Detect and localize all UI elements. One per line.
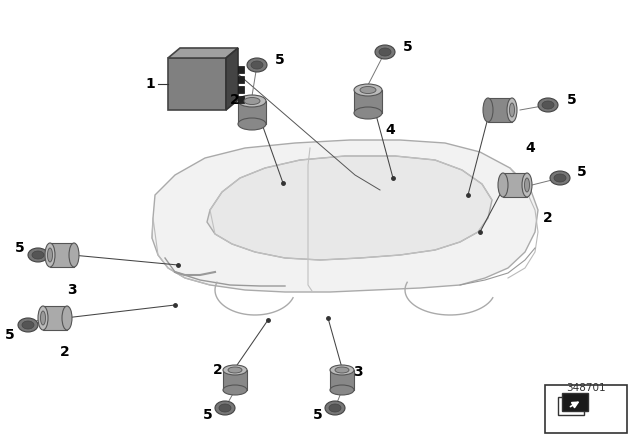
Ellipse shape: [238, 95, 266, 107]
FancyBboxPatch shape: [545, 385, 627, 433]
Ellipse shape: [498, 173, 508, 197]
Polygon shape: [330, 370, 354, 390]
FancyBboxPatch shape: [238, 76, 244, 83]
Ellipse shape: [335, 367, 349, 373]
Text: 2: 2: [60, 345, 70, 359]
FancyBboxPatch shape: [238, 66, 244, 73]
Ellipse shape: [251, 61, 263, 69]
Ellipse shape: [329, 404, 341, 412]
Ellipse shape: [522, 173, 532, 197]
FancyBboxPatch shape: [238, 96, 244, 103]
Ellipse shape: [354, 107, 382, 119]
Ellipse shape: [244, 98, 260, 104]
Ellipse shape: [219, 404, 231, 412]
Text: 4: 4: [385, 123, 395, 137]
Polygon shape: [168, 48, 238, 58]
Text: 5: 5: [275, 53, 285, 67]
Ellipse shape: [375, 45, 395, 59]
Ellipse shape: [40, 311, 45, 325]
Polygon shape: [226, 48, 238, 110]
Text: 5: 5: [567, 93, 577, 107]
Ellipse shape: [22, 321, 34, 329]
Ellipse shape: [330, 385, 354, 395]
Ellipse shape: [223, 385, 247, 395]
Ellipse shape: [325, 401, 345, 415]
Ellipse shape: [38, 306, 48, 330]
Ellipse shape: [379, 48, 391, 56]
Ellipse shape: [538, 98, 558, 112]
Text: 2: 2: [213, 363, 223, 377]
FancyBboxPatch shape: [238, 86, 244, 93]
Text: 5: 5: [313, 408, 323, 422]
Ellipse shape: [483, 98, 493, 122]
Ellipse shape: [45, 243, 55, 267]
Polygon shape: [43, 306, 67, 330]
Ellipse shape: [509, 103, 515, 117]
Polygon shape: [152, 140, 538, 292]
Ellipse shape: [554, 174, 566, 182]
Polygon shape: [207, 156, 492, 260]
Ellipse shape: [18, 318, 38, 332]
Ellipse shape: [247, 58, 267, 72]
Ellipse shape: [525, 178, 529, 192]
Ellipse shape: [550, 171, 570, 185]
Ellipse shape: [69, 243, 79, 267]
Text: 5: 5: [403, 40, 413, 54]
Ellipse shape: [228, 367, 242, 373]
Ellipse shape: [354, 84, 382, 96]
Ellipse shape: [223, 365, 247, 375]
Ellipse shape: [507, 98, 517, 122]
Ellipse shape: [238, 118, 266, 130]
Polygon shape: [354, 90, 382, 113]
Text: 2: 2: [230, 93, 240, 107]
Ellipse shape: [360, 86, 376, 94]
Ellipse shape: [32, 251, 44, 259]
Ellipse shape: [215, 401, 235, 415]
Polygon shape: [50, 243, 74, 267]
Ellipse shape: [330, 365, 354, 375]
Ellipse shape: [47, 248, 52, 262]
Text: 348701: 348701: [566, 383, 606, 393]
FancyBboxPatch shape: [562, 393, 588, 411]
Polygon shape: [503, 173, 527, 197]
Text: 4: 4: [525, 141, 535, 155]
Text: 2: 2: [543, 211, 553, 225]
Text: 5: 5: [15, 241, 25, 255]
Text: 1: 1: [145, 77, 155, 91]
Polygon shape: [223, 370, 247, 390]
Text: 5: 5: [577, 165, 587, 179]
FancyBboxPatch shape: [168, 58, 226, 110]
Ellipse shape: [542, 101, 554, 109]
FancyBboxPatch shape: [558, 397, 584, 415]
Polygon shape: [238, 101, 266, 124]
Ellipse shape: [28, 248, 48, 262]
Text: 5: 5: [203, 408, 213, 422]
Text: 3: 3: [353, 365, 363, 379]
Text: 5: 5: [5, 328, 15, 342]
Polygon shape: [488, 98, 512, 122]
Ellipse shape: [62, 306, 72, 330]
Text: 3: 3: [67, 283, 77, 297]
